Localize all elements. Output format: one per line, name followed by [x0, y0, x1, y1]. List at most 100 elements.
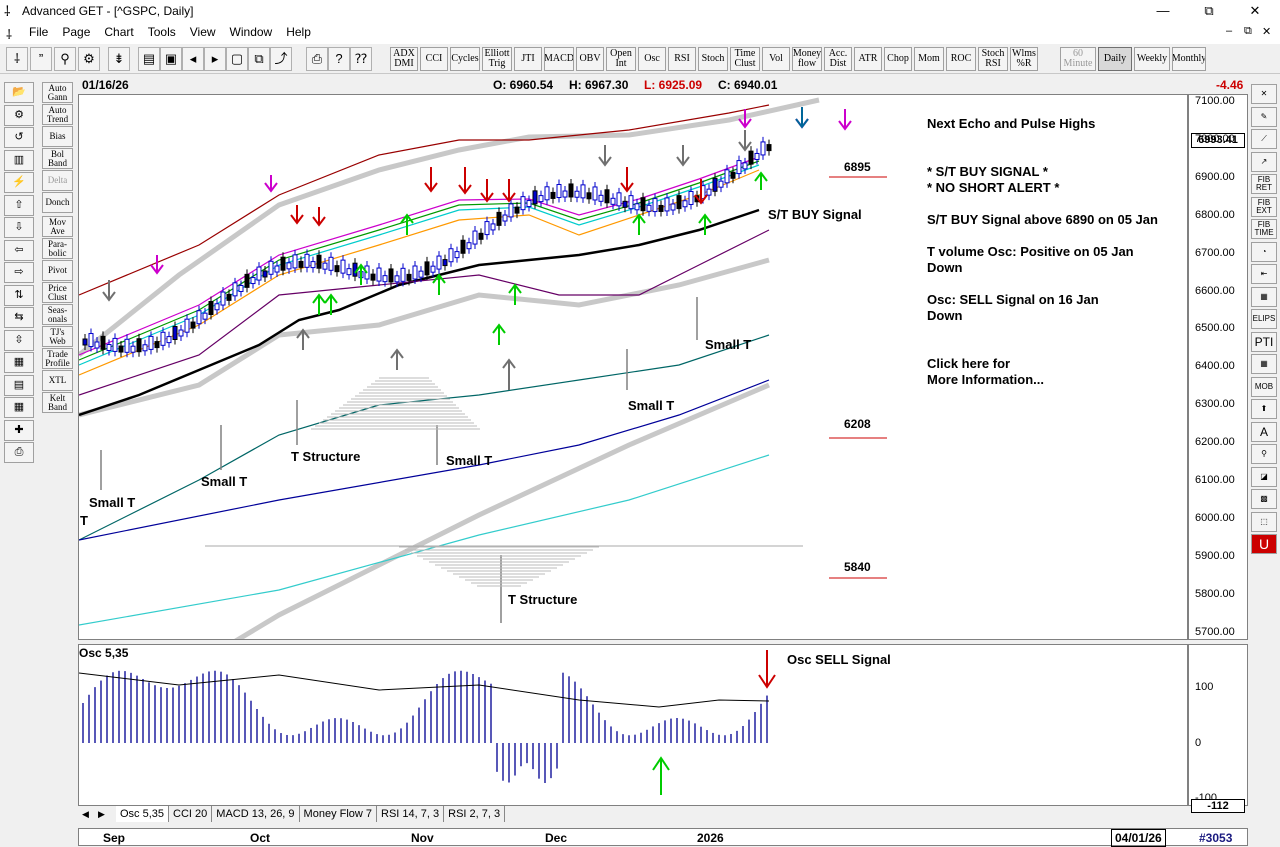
study-button-xtl[interactable]: XTL [42, 370, 73, 391]
indicator-button-stoch-rsi[interactable]: Stoch RSI [978, 47, 1008, 71]
indicator-button-osc[interactable]: Osc [638, 47, 666, 71]
settings-icon[interactable]: ⚙ [78, 47, 100, 71]
open-icon[interactable]: 📂 [4, 82, 34, 103]
reset-icon[interactable]: ↺ [4, 127, 34, 148]
draw-tool-14-icon[interactable]: ⬆ [1251, 399, 1277, 419]
tab-macd-13-26-9[interactable]: MACD 13, 26, 9 [212, 806, 300, 822]
draw-tool-12-icon[interactable]: ▦ [1251, 354, 1277, 374]
tab-rsi-2-7-3[interactable]: RSI 2, 7, 3 [444, 806, 506, 822]
pointer-icon[interactable]: ⸸ [6, 47, 28, 71]
menu-chart[interactable]: Chart [104, 25, 134, 39]
draw-tool-11-icon[interactable]: PTI [1251, 331, 1277, 352]
timeframe-weekly[interactable]: Weekly [1134, 47, 1170, 71]
indicator-button-stoch[interactable]: Stoch [698, 47, 728, 71]
menu-window[interactable]: Window [229, 25, 273, 39]
draw-tool-2-icon[interactable]: ⟋ [1251, 129, 1277, 149]
study-button-auto-gann[interactable]: Auto Gann [42, 82, 73, 103]
price-chart[interactable]: Small T T Small T T Structure Small T Sm… [78, 94, 1188, 640]
study-button-kelt-band[interactable]: Kelt Band [42, 392, 73, 413]
indicator-button-rsi[interactable]: RSI [668, 47, 696, 71]
indicator-button-cycles[interactable]: Cycles [450, 47, 480, 71]
study-icon[interactable]: ▥ [4, 149, 34, 171]
copy-icon[interactable]: ⧉ [248, 47, 270, 71]
draw-tool-1-icon[interactable]: ✎ [1251, 106, 1277, 127]
indicator-button-money-flow[interactable]: Money flow [792, 47, 822, 71]
left-icon[interactable]: ⇦ [4, 239, 34, 261]
fit-icon[interactable]: ⇳ [4, 329, 34, 351]
draw-tool-6-icon[interactable]: FIB TIME [1251, 219, 1277, 239]
export-icon[interactable]: ⤴ [270, 47, 292, 71]
context-help-icon[interactable]: ⁇ [350, 47, 372, 71]
zoom-icon[interactable]: ⚲ [54, 47, 76, 71]
indicator-button-roc[interactable]: ROC [946, 47, 976, 71]
indicator-button-macd[interactable]: MACD [544, 47, 574, 71]
draw-tool-4-icon[interactable]: FIB RET [1251, 174, 1277, 194]
window-icon[interactable]: ▢ [226, 47, 248, 71]
scroll-right-icon[interactable]: ▸ [204, 47, 226, 71]
study-button-donch[interactable]: Donch [42, 192, 73, 213]
indicator-button-wlms-r[interactable]: Wlms %R [1010, 47, 1038, 71]
autogann-icon[interactable]: ⚙ [4, 104, 34, 126]
draw-tool-17-icon[interactable]: ◪ [1251, 466, 1277, 487]
price-axis[interactable]: 7100.00 7000.00 6900.00 6800.00 6700.00 6600.… [1188, 94, 1248, 640]
up-icon[interactable]: ⇧ [4, 194, 34, 216]
tab-money-flow-7[interactable]: Money Flow 7 [300, 806, 378, 822]
right-icon[interactable]: ⇨ [4, 262, 34, 283]
study-button-trade-profile[interactable]: Trade Profile [42, 348, 73, 369]
study-button-auto-trend[interactable]: Auto Trend [42, 104, 73, 125]
more-info-link[interactable]: Click here for [927, 356, 1011, 371]
draw-tool-3-icon[interactable]: ↗ [1251, 151, 1277, 172]
help-icon[interactable]: ? [328, 47, 350, 71]
oscillator-panel[interactable]: Osc 5,35 Osc SELL Signal [78, 644, 1188, 806]
study-button-tj-s-web[interactable]: TJ's Web [42, 326, 73, 347]
tab-osc-5-35[interactable]: Osc 5,35 [116, 806, 170, 822]
horiz-icon[interactable]: ⇆ [4, 307, 34, 328]
print-icon[interactable]: ⎙ [4, 442, 34, 463]
menu-help[interactable]: Help [286, 25, 311, 39]
menu-file[interactable]: File [29, 25, 49, 39]
indicator-button-open-int[interactable]: Open Int [606, 47, 636, 71]
indicator-button-jti[interactable]: JTI [514, 47, 542, 71]
draw-tool-5-icon[interactable]: FIB EXT [1251, 196, 1277, 217]
study-button-delta[interactable]: Delta [42, 170, 73, 191]
study-button-seas-onals[interactable]: Seas- onals [42, 304, 73, 325]
draw-tool-19-icon[interactable]: ⬚ [1251, 511, 1277, 532]
tab-scroll-right-icon[interactable]: ▶ [98, 809, 105, 819]
scroll-left-icon[interactable]: ◂ [182, 47, 204, 71]
timeframe-60-minute[interactable]: 60 Minute [1060, 47, 1096, 71]
study-button-mov-ave[interactable]: Mov Ave [42, 216, 73, 237]
save-icon[interactable]: ▣ [160, 47, 182, 71]
child-restore-button[interactable]: ⧉ [1244, 25, 1252, 37]
study-button-bias[interactable]: Bias [42, 126, 73, 147]
draw-tool-10-icon[interactable]: ELIPS [1251, 309, 1277, 329]
draw-tool-16-icon[interactable]: ⚲ [1251, 444, 1277, 464]
draw-tool-15-icon[interactable]: A [1251, 421, 1277, 442]
draw-tool-13-icon[interactable]: MOB [1251, 376, 1277, 397]
indicator-button-elliott-trig[interactable]: Elliott Trig [482, 47, 512, 71]
child-close-button[interactable]: ✕ [1262, 26, 1272, 38]
close-button[interactable]: ✕ [1249, 3, 1261, 18]
indicator-button-cci[interactable]: CCI [420, 47, 448, 71]
draw-tool-20-icon[interactable]: U [1251, 534, 1277, 554]
indicator-button-vol[interactable]: Vol [762, 47, 790, 71]
grid-icon[interactable]: ▦ [4, 352, 34, 373]
down-icon[interactable]: ⇩ [4, 217, 34, 238]
timeframe-daily[interactable]: Daily [1098, 47, 1132, 71]
indicator-button-acc-dist[interactable]: Acc. Dist [824, 47, 852, 71]
draw-tool-7-icon[interactable]: ◔ [1251, 241, 1277, 262]
fib-icon[interactable]: ✚ [4, 419, 34, 441]
minimize-button[interactable]: — [1156, 3, 1170, 18]
scale-icon[interactable]: ⇟ [108, 47, 130, 71]
menu-view[interactable]: View [189, 25, 216, 39]
child-minimize-button[interactable]: – [1226, 25, 1233, 37]
indicator-button-adx-dmi[interactable]: ADX DMI [390, 47, 418, 71]
indicator-button-chop[interactable]: Chop [884, 47, 912, 71]
draw-tool-8-icon[interactable]: ⇤ [1251, 264, 1277, 284]
tab-scroll-left-icon[interactable]: ◀ [82, 809, 89, 819]
study-button-bol-band[interactable]: Bol Band [42, 148, 73, 169]
maximize-button[interactable]: ⧉ [1204, 3, 1214, 18]
quote-icon[interactable]: ” [30, 47, 52, 71]
study-button-para-bolic[interactable]: Para- bolic [42, 238, 73, 259]
timeframe-monthly[interactable]: Monthly [1172, 47, 1206, 71]
vert-icon[interactable]: ⇅ [4, 284, 34, 306]
